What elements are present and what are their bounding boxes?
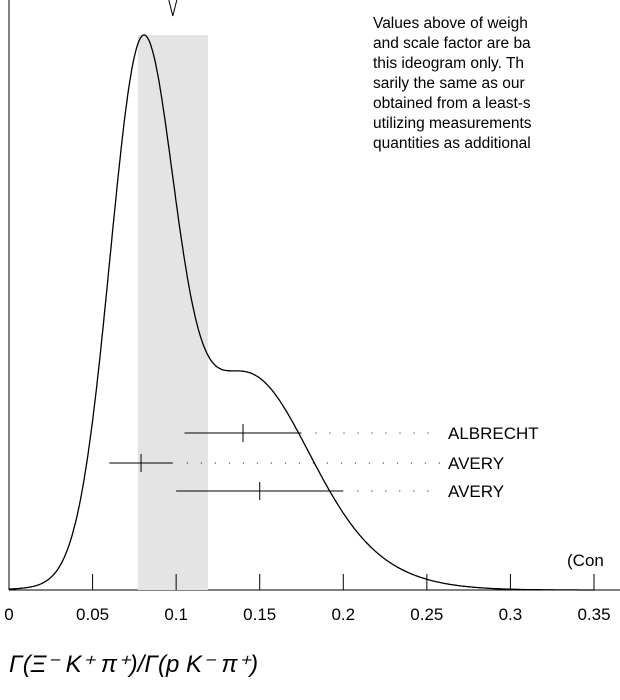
continued-note: (Con	[567, 551, 604, 570]
x-tick-label: 0.25	[410, 605, 443, 624]
x-axis-label: Γ(Ξ⁻ K⁺ π⁺)/Γ(p K⁻ π⁺)	[9, 651, 258, 678]
note-line: obtained from a least-s	[373, 95, 531, 112]
x-tick-label: 0.3	[499, 605, 523, 624]
note-line: and scale factor are ba	[373, 35, 531, 52]
x-tick-label: 0.35	[577, 605, 610, 624]
x-tick-label: 0.2	[331, 605, 355, 624]
note-line: Values above of weigh	[373, 15, 528, 32]
note-line: utilizing measurements	[373, 115, 532, 132]
average-band	[137, 35, 208, 590]
x-tick-label: 0.05	[76, 605, 109, 624]
note-line: this ideogram only. Th	[373, 55, 524, 72]
measurement-label: AVERY	[448, 482, 504, 501]
ideogram-curve	[8, 34, 594, 591]
x-tick-label: 0.15	[243, 605, 276, 624]
note-line: quantities as additional	[373, 135, 531, 152]
note-line: sarily the same as our	[373, 75, 525, 92]
average-arrow	[168, 0, 178, 17]
x-tick-label: 0	[4, 605, 13, 624]
measurement-label: AVERY	[448, 454, 504, 473]
x-tick-label: 0.1	[164, 605, 188, 624]
measurement-label: ALBRECHT	[448, 424, 539, 443]
